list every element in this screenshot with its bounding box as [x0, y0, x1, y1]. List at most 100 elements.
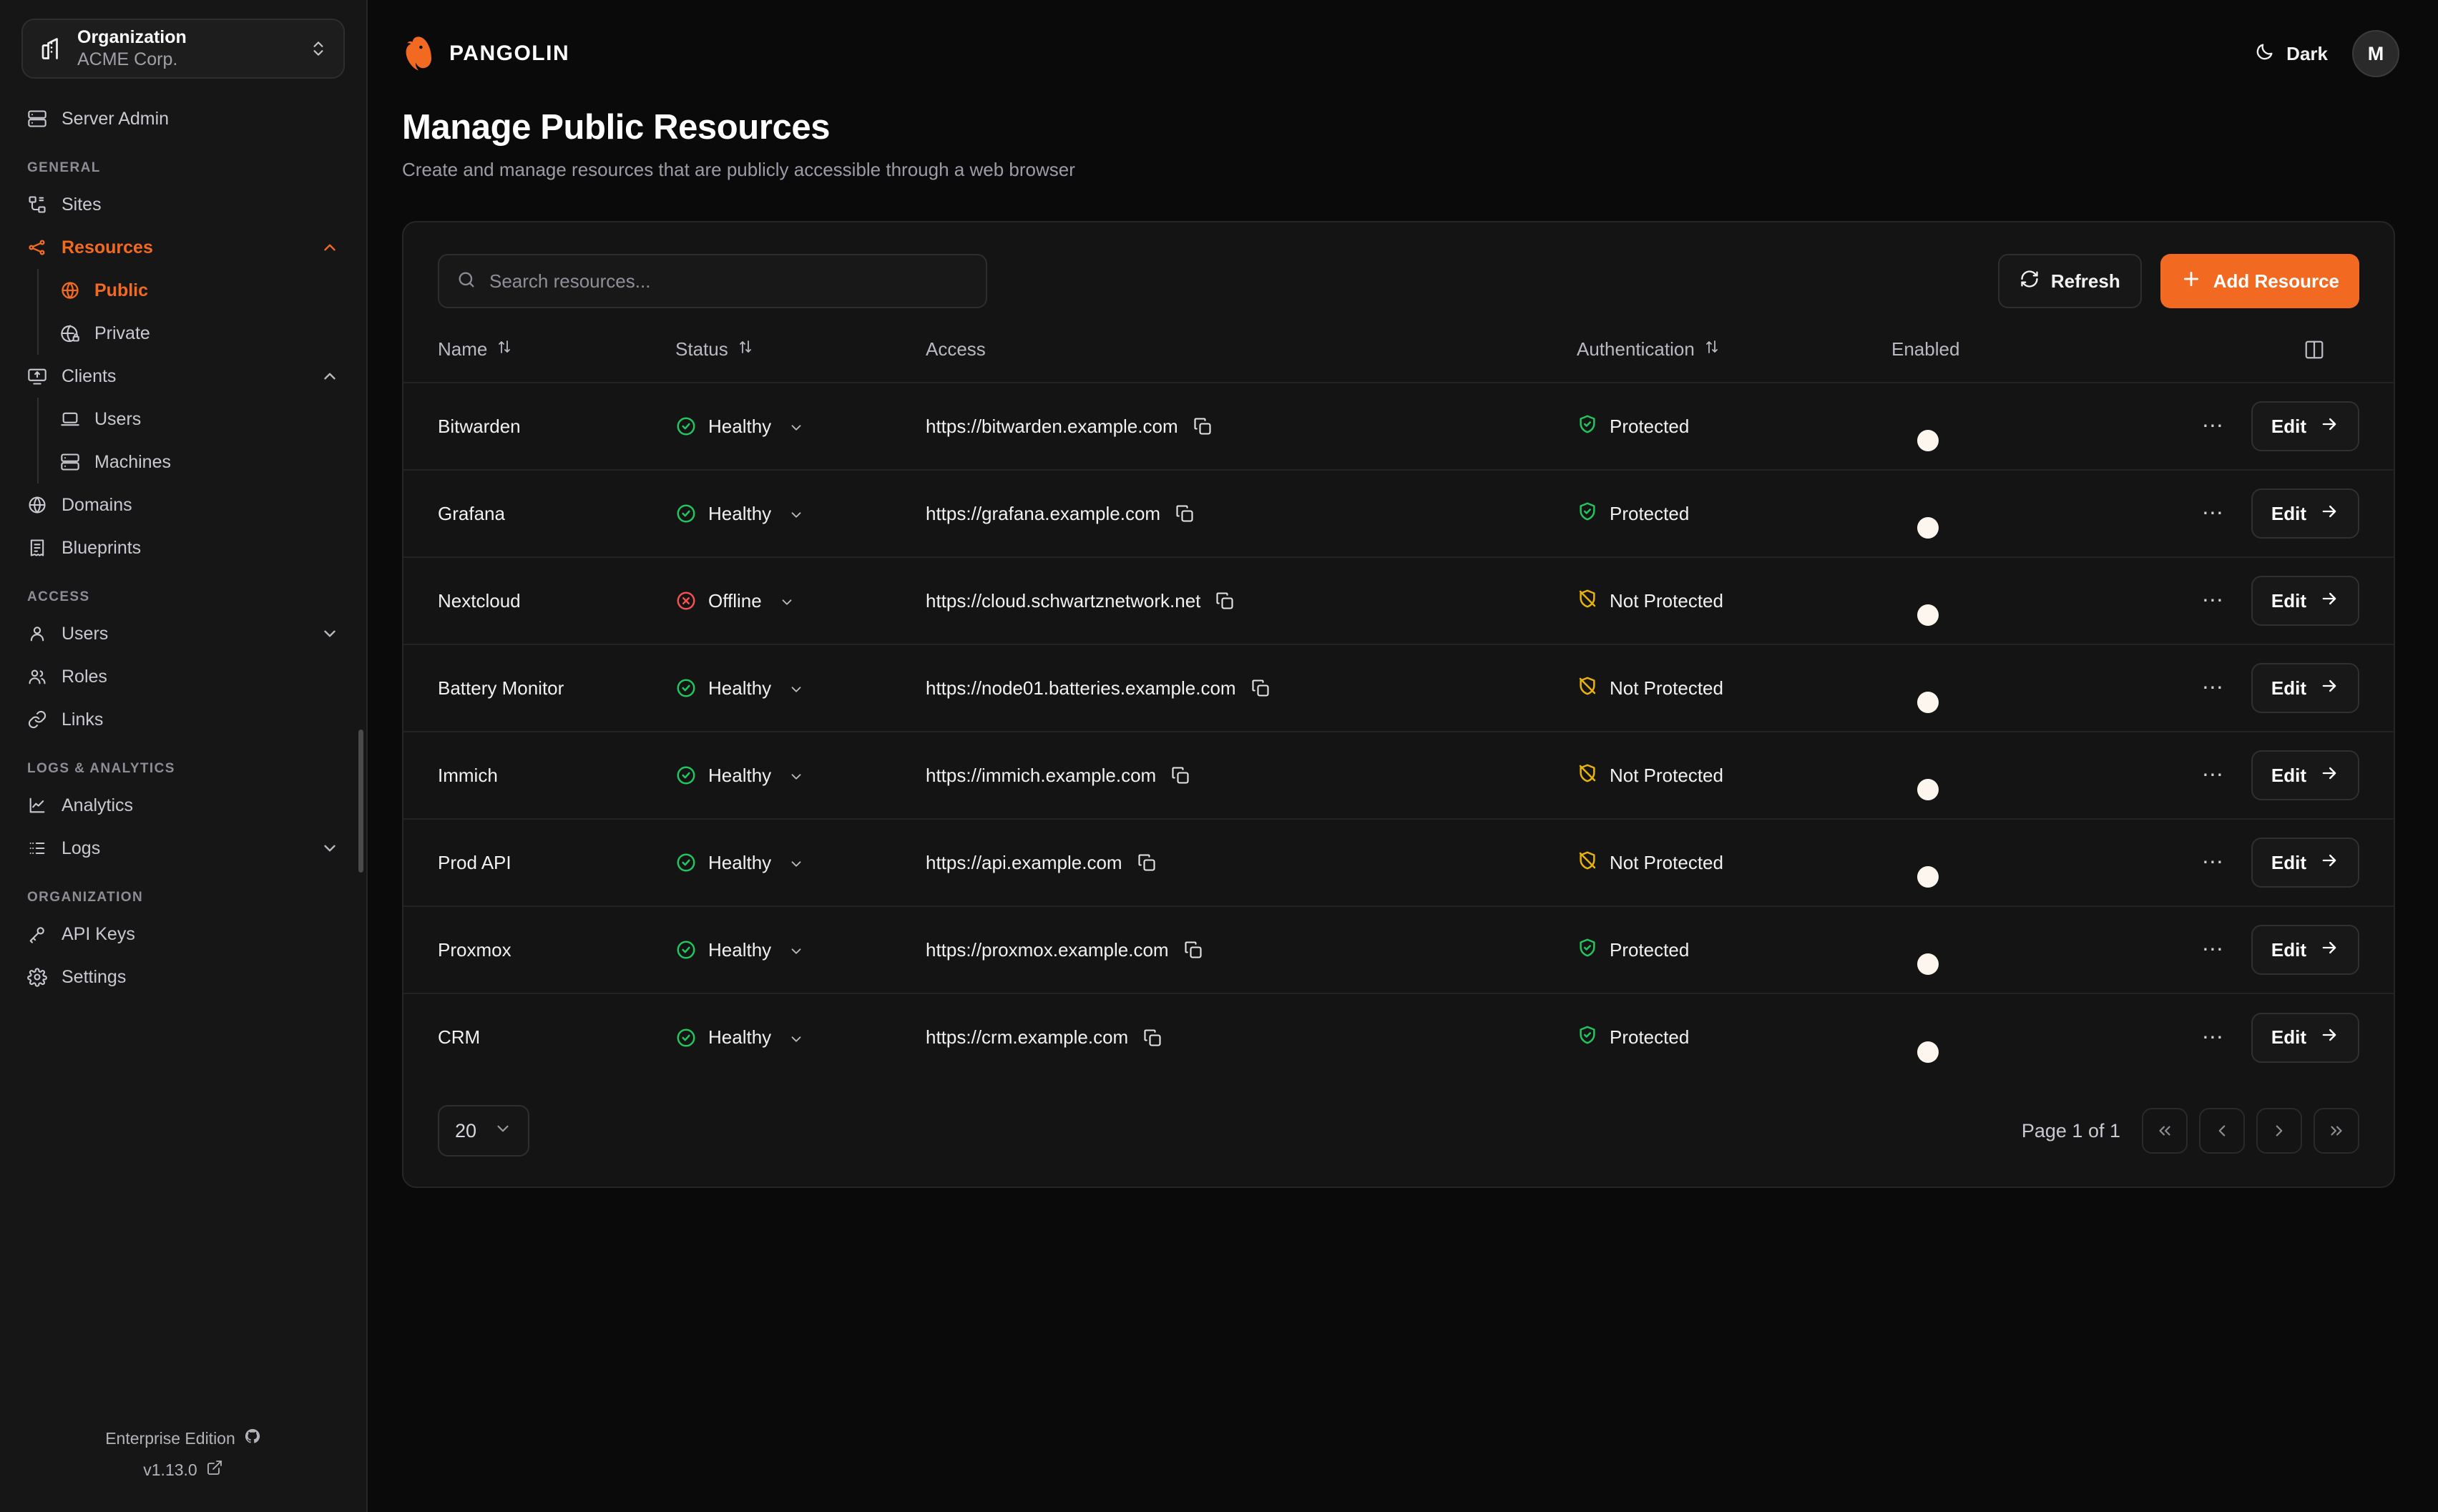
sidebar-item-blueprints[interactable]: Blueprints [21, 526, 345, 569]
edition-link[interactable]: Enterprise Edition [105, 1428, 261, 1449]
row-menu-button[interactable]: ⋯ [2201, 501, 2226, 525]
next-page-button[interactable] [2256, 1108, 2302, 1154]
copy-icon[interactable] [1215, 591, 1235, 611]
access-url[interactable]: https://proxmox.example.com [926, 938, 1169, 961]
table-row[interactable]: Grafana Healthy https://grafana.example.co… [403, 469, 2394, 557]
table-row[interactable]: Battery Monitor Healthy https://node01.bat… [403, 644, 2394, 732]
access-url[interactable]: https://crm.example.com [926, 1026, 1129, 1048]
row-menu-button[interactable]: ⋯ [2201, 763, 2226, 787]
copy-icon[interactable] [1137, 853, 1157, 873]
avatar[interactable]: M [2352, 30, 2399, 77]
chevron-down-icon [788, 680, 804, 696]
previous-page-button[interactable] [2199, 1108, 2245, 1154]
copy-icon[interactable] [1183, 940, 1203, 960]
sidebar-item-domains[interactable]: Domains [21, 483, 345, 526]
org-label: Organization [77, 27, 187, 48]
sidebar-item-sites[interactable]: Sites [21, 183, 345, 226]
user-icon [27, 624, 47, 644]
edit-button[interactable]: Edit [2251, 489, 2359, 539]
chevron-down-icon[interactable] [320, 839, 339, 858]
copy-icon[interactable] [1250, 678, 1271, 698]
row-menu-button[interactable]: ⋯ [2201, 938, 2226, 961]
sidebar-item-private[interactable]: Private [54, 312, 345, 355]
chevron-down-icon [788, 855, 804, 870]
brand-name: PANGOLIN [449, 41, 570, 65]
table-row[interactable]: Bitwarden Healthy https://bitwarden.exampl… [403, 382, 2394, 470]
column-header-authentication[interactable]: Authentication [1577, 328, 1891, 383]
cell-status: Healthy [675, 731, 926, 819]
sidebar-item-clients-users[interactable]: Users [54, 398, 345, 441]
edit-button[interactable]: Edit [2251, 663, 2359, 713]
table-row[interactable]: Immich Healthy https://immich.example.com N… [403, 731, 2394, 819]
table-row[interactable]: Prod API Healthy https://api.example.com No… [403, 818, 2394, 906]
access-url[interactable]: https://node01.batteries.example.com [926, 677, 1236, 699]
row-menu-button[interactable]: ⋯ [2201, 676, 2226, 699]
status-badge[interactable]: Healthy [675, 1026, 926, 1049]
first-page-button[interactable] [2142, 1108, 2188, 1154]
page-size-select[interactable]: 20 [438, 1105, 530, 1157]
status-badge[interactable]: Healthy [675, 852, 926, 874]
chevron-up-icon[interactable] [320, 238, 339, 257]
sidebar-item-clients[interactable]: Clients [21, 355, 345, 398]
column-header-name[interactable]: Name [403, 328, 675, 383]
row-menu-button[interactable]: ⋯ [2201, 589, 2226, 612]
sidebar-item-analytics[interactable]: Analytics [21, 784, 345, 827]
add-resource-button[interactable]: Add Resource [2160, 254, 2359, 308]
edit-button[interactable]: Edit [2251, 576, 2359, 626]
table-row[interactable]: Proxmox Healthy https://proxmox.example.co… [403, 905, 2394, 993]
sidebar-item-users[interactable]: Users [21, 612, 345, 655]
theme-toggle[interactable]: Dark [2255, 41, 2328, 67]
edit-button[interactable]: Edit [2251, 1012, 2359, 1063]
chevron-up-icon[interactable] [320, 367, 339, 386]
version-label: v1.13.0 [143, 1460, 197, 1479]
chevron-down-icon[interactable] [320, 624, 339, 643]
search-input[interactable]: Search resources... [438, 254, 987, 308]
sidebar-item-links[interactable]: Links [21, 698, 345, 741]
table-row[interactable]: CRM Healthy https://crm.example.com Protect… [403, 993, 2394, 1081]
access-url[interactable]: https://cloud.schwartznetwork.net [926, 589, 1201, 612]
shield-off-icon [1577, 588, 1598, 614]
access-url[interactable]: https://api.example.com [926, 851, 1122, 873]
sidebar-scrollbar[interactable] [358, 730, 363, 873]
sidebar-item-public[interactable]: Public [54, 269, 345, 312]
status-badge[interactable]: Healthy [675, 765, 926, 787]
copy-icon[interactable] [1170, 765, 1190, 785]
last-page-button[interactable] [2314, 1108, 2359, 1154]
access-url[interactable]: https://immich.example.com [926, 764, 1157, 786]
table-header-row: Name Status [403, 328, 2394, 383]
status-badge[interactable]: Healthy [675, 939, 926, 961]
row-menu-button[interactable]: ⋯ [2201, 850, 2226, 874]
sidebar-item-server-admin[interactable]: Server Admin [21, 97, 345, 140]
copy-icon[interactable] [1175, 504, 1195, 524]
sidebar-item-machines[interactable]: Machines [54, 441, 345, 483]
copy-icon[interactable] [1193, 416, 1213, 436]
edit-button[interactable]: Edit [2251, 925, 2359, 975]
arrow-right-icon [2319, 414, 2339, 439]
sidebar-item-roles[interactable]: Roles [21, 655, 345, 698]
row-menu-button[interactable]: ⋯ [2201, 1025, 2226, 1049]
columns-visibility-button[interactable] [2106, 339, 2359, 360]
column-header-status[interactable]: Status [675, 328, 926, 383]
org-value: ACME Corp. [77, 49, 178, 69]
status-badge[interactable]: Healthy [675, 503, 926, 525]
access-url[interactable]: https://bitwarden.example.com [926, 415, 1178, 437]
sidebar-item-settings[interactable]: Settings [21, 956, 345, 998]
table-row[interactable]: Nextcloud Offline https://cloud.schwartzne… [403, 556, 2394, 644]
sidebar-item-api-keys[interactable]: API Keys [21, 913, 345, 956]
access-url[interactable]: https://grafana.example.com [926, 502, 1161, 524]
sidebar-subnav-resources: Public Private [37, 269, 345, 355]
version-link[interactable]: v1.13.0 [143, 1459, 222, 1481]
copy-icon[interactable] [1142, 1028, 1162, 1048]
status-badge[interactable]: Healthy [675, 677, 926, 699]
sidebar-item-logs[interactable]: Logs [21, 827, 345, 870]
org-switcher[interactable]: Organization ACME Corp. [21, 19, 345, 79]
edit-button[interactable]: Edit [2251, 401, 2359, 451]
status-badge[interactable]: Healthy [675, 416, 926, 438]
edit-button[interactable]: Edit [2251, 838, 2359, 888]
edit-button[interactable]: Edit [2251, 750, 2359, 800]
row-menu-button[interactable]: ⋯ [2201, 414, 2226, 438]
refresh-button[interactable]: Refresh [1997, 254, 2142, 308]
sidebar-item-resources[interactable]: Resources [21, 226, 345, 269]
status-badge[interactable]: Offline [675, 590, 926, 612]
status-label: Healthy [708, 502, 772, 524]
